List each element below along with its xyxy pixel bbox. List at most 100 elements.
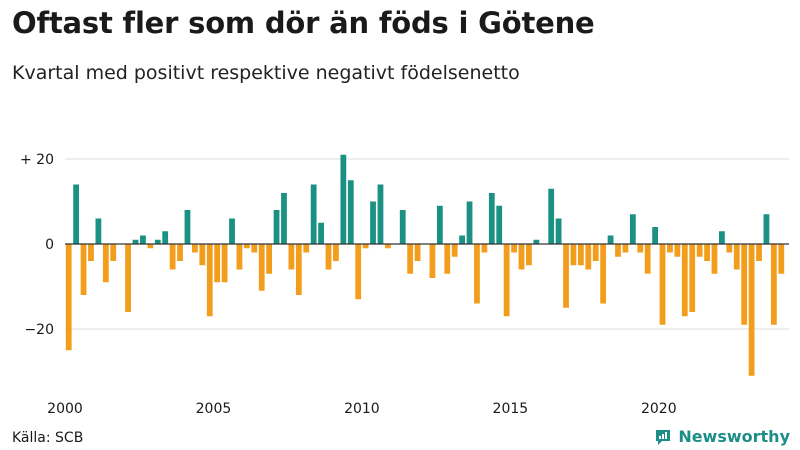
bar-negative	[288, 244, 295, 270]
bar-negative	[696, 244, 703, 257]
bar-negative	[592, 244, 599, 261]
bar-negative	[526, 244, 532, 266]
bar-positive	[347, 180, 354, 244]
x-tick-label: 2020	[641, 401, 677, 417]
bar-negative	[585, 244, 592, 270]
bar-negative	[778, 244, 785, 274]
bar-negative	[414, 244, 421, 261]
bar-negative	[333, 244, 339, 261]
bar-negative	[169, 244, 176, 270]
bar-negative	[444, 244, 451, 274]
bar-negative	[325, 244, 332, 270]
bar-negative	[429, 244, 436, 278]
bar-negative	[362, 244, 369, 249]
bar-negative	[384, 244, 391, 249]
bar-positive	[652, 227, 658, 244]
bar-positive	[629, 214, 636, 244]
bar-negative	[711, 244, 718, 274]
bar-layer	[65, 154, 785, 376]
bar-negative	[748, 244, 755, 376]
bar-negative	[659, 244, 666, 325]
label-layer: + 20 0 −20 2000 2005 2010 2015 2020	[20, 152, 677, 417]
bar-negative	[644, 244, 651, 274]
bar-positive	[719, 231, 725, 244]
bar-negative	[355, 244, 362, 300]
bar-positive	[162, 231, 169, 244]
bar-negative	[147, 244, 154, 249]
bar-negative	[192, 244, 198, 253]
bar-negative	[65, 244, 72, 351]
bar-positive	[607, 235, 614, 244]
bar-negative	[741, 244, 748, 325]
bar-negative	[481, 244, 488, 253]
bar-positive	[370, 201, 376, 244]
x-tick-label: 2000	[47, 401, 83, 417]
bar-positive	[488, 193, 495, 244]
y-tick-label: + 20	[20, 152, 54, 168]
bar-positive	[140, 235, 146, 244]
bar-negative	[88, 244, 94, 261]
bar-negative	[80, 244, 87, 295]
bar-negative	[266, 244, 273, 274]
bar-negative	[726, 244, 733, 253]
bar-positive	[229, 218, 235, 244]
bar-negative	[451, 244, 458, 257]
bar-positive	[184, 210, 191, 244]
y-tick-label: 0	[45, 237, 54, 253]
bar-positive	[132, 239, 139, 244]
bar-negative	[221, 244, 228, 283]
bar-negative	[577, 244, 584, 266]
bar-positive	[310, 184, 317, 244]
bar-positive	[340, 154, 347, 244]
bar-positive	[436, 205, 443, 244]
bar-positive	[548, 188, 555, 244]
bar-negative	[667, 244, 673, 253]
source-label: Källa: SCB	[12, 430, 84, 446]
bar-positive	[496, 205, 503, 244]
bar-positive	[95, 218, 102, 244]
chart-title: Oftast fler som dör än föds i Götene	[12, 6, 595, 40]
bar-positive	[763, 214, 770, 244]
bar-negative	[206, 244, 213, 317]
bar-negative	[622, 244, 629, 253]
bar-negative	[303, 244, 310, 253]
y-tick-label: −20	[24, 322, 54, 338]
bar-negative	[236, 244, 243, 270]
bar-negative	[570, 244, 577, 266]
bar-negative	[251, 244, 258, 253]
bar-negative	[258, 244, 265, 291]
bar-positive	[281, 193, 287, 244]
bar-negative	[110, 244, 117, 261]
bar-negative	[704, 244, 710, 261]
bar-negative	[474, 244, 480, 304]
bar-negative	[563, 244, 569, 308]
bar-negative	[199, 244, 206, 266]
bar-negative	[733, 244, 740, 270]
bar-negative	[295, 244, 302, 295]
bar-negative	[756, 244, 762, 261]
brand-logo[interactable]: Newsworthy	[654, 427, 790, 446]
bar-positive	[533, 239, 540, 244]
bar-negative	[125, 244, 131, 312]
bar-positive	[399, 210, 406, 244]
bar-negative	[102, 244, 109, 283]
bar-positive	[154, 239, 161, 244]
bar-negative	[600, 244, 607, 304]
bar-positive	[318, 222, 324, 244]
bar-negative	[407, 244, 414, 274]
bar-negative	[518, 244, 525, 270]
bar-negative	[503, 244, 510, 317]
bar-negative	[637, 244, 644, 253]
bar-negative	[214, 244, 221, 283]
bar-negative	[674, 244, 681, 257]
x-tick-label: 2015	[493, 401, 529, 417]
bar-positive	[555, 218, 562, 244]
bar-negative	[689, 244, 696, 312]
chart-subtitle: Kvartal med positivt respektive negativt…	[12, 62, 520, 84]
newsworthy-logo-icon	[656, 429, 671, 445]
bar-negative	[243, 244, 250, 249]
x-tick-label: 2005	[196, 401, 232, 417]
x-tick-label: 2010	[344, 401, 380, 417]
bar-negative	[681, 244, 688, 317]
